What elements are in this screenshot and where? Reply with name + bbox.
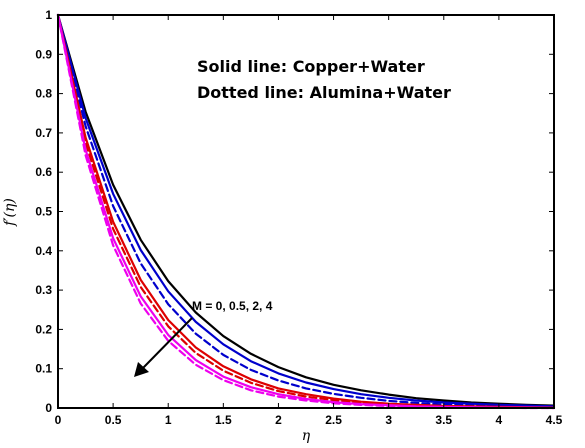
dotted-line-note: Dotted line: Alumina+Water	[197, 83, 451, 102]
arrow-label: M = 0, 0.5, 2, 4	[192, 299, 273, 313]
x-tick-label: 0	[55, 413, 62, 427]
y-tick-label: 0.7	[35, 126, 52, 140]
series-line-5	[56, 13, 556, 409]
x-tick-label: 4	[496, 413, 503, 427]
y-tick-label: 0	[45, 401, 52, 415]
x-tick-label: 3.5	[435, 413, 452, 427]
y-tick-label: 1	[45, 8, 52, 22]
tick-layer: 0 0.5 1 1.5 2 2.5 3 3.5 4 4.5 0 0.1 0.2 0.3 0.4 0.5 0.6 0…	[35, 8, 562, 427]
y-tick-label: 0.6	[35, 165, 52, 179]
x-tick-label: 2.5	[325, 413, 342, 427]
y-tick-label: 0.4	[35, 244, 52, 258]
x-axis-label: η	[302, 428, 311, 444]
x-tick-label: 3	[385, 413, 392, 427]
x-tick-label: 2	[275, 413, 282, 427]
plot-frame	[57, 14, 555, 409]
series-layer	[56, 13, 556, 410]
y-tick-label: 0.3	[35, 283, 52, 297]
y-axis-label: f′(η)	[2, 198, 18, 227]
y-tick-label: 0.2	[35, 322, 52, 336]
plot-area	[58, 15, 554, 408]
series-line-2	[56, 13, 556, 408]
solid-line-note: Solid line: Copper+Water	[197, 57, 425, 76]
y-tick-label: 0.1	[35, 362, 52, 376]
series-line-3	[56, 13, 556, 409]
y-tick-label: 0.5	[35, 205, 52, 219]
y-tick-label: 0.8	[35, 87, 52, 101]
trend-arrow	[134, 317, 193, 377]
x-tick-label: 4.5	[546, 413, 563, 427]
series-line-1	[56, 13, 556, 407]
x-tick-label: 1	[165, 413, 172, 427]
x-tick-label: 1.5	[215, 413, 232, 427]
y-tick-label: 0.9	[35, 47, 52, 61]
x-tick-label: 0.5	[105, 413, 122, 427]
